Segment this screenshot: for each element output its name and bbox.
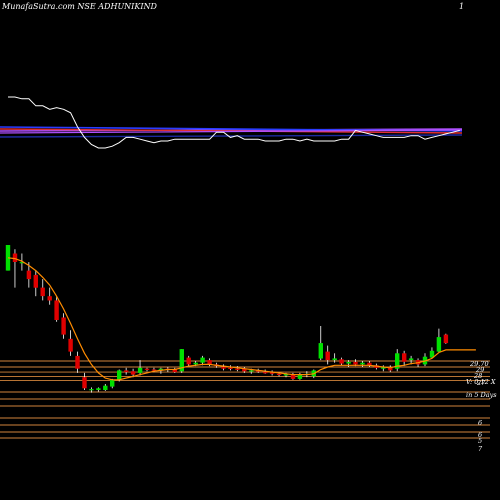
candle-body-15 xyxy=(110,379,115,387)
price-level-lines xyxy=(0,360,490,439)
price-axis-labels: 29.70 29 28 27 V: 0.12 X in 5 Days 6 6 5… xyxy=(466,360,497,453)
oscillator-panel xyxy=(0,96,463,149)
bottom-label-1: 6 xyxy=(478,419,482,427)
candle-body-62 xyxy=(436,337,442,352)
candle-body-33 xyxy=(235,368,240,370)
candle-body-46 xyxy=(325,351,330,361)
candle-body-1 xyxy=(12,253,18,262)
candle-body-54 xyxy=(381,367,386,369)
candle-body-4 xyxy=(33,274,38,288)
oscillator-band-1 xyxy=(0,128,463,132)
candle-body-25 xyxy=(179,349,184,372)
candle-body-48 xyxy=(339,359,344,364)
candle-body-52 xyxy=(367,362,372,366)
candle-body-24 xyxy=(172,369,177,373)
candle-body-35 xyxy=(249,370,254,372)
candle-body-57 xyxy=(402,353,407,362)
candle-body-61 xyxy=(429,350,435,358)
candle-body-63 xyxy=(443,334,449,344)
candle-body-0 xyxy=(5,245,11,271)
oscillator-line xyxy=(8,96,460,149)
candle-body-42 xyxy=(297,374,303,379)
candle-body-5 xyxy=(40,287,45,297)
candlestick-series xyxy=(5,245,449,393)
candle-body-34 xyxy=(242,368,247,372)
volume-text: V: 0.12 X xyxy=(466,378,496,386)
candle-body-56 xyxy=(395,353,400,369)
ema-line xyxy=(7,257,476,381)
candle-body-11 xyxy=(82,377,87,389)
candle-body-8 xyxy=(61,317,66,335)
candle-body-39 xyxy=(276,373,282,375)
oscillator-band-0 xyxy=(0,134,463,138)
candle-body-32 xyxy=(228,367,233,369)
candle-body-41 xyxy=(290,374,296,379)
days-text: in 5 Days xyxy=(466,391,497,399)
candle-body-7 xyxy=(54,300,59,320)
candle-body-38 xyxy=(269,372,275,374)
bottom-label-2: 6 xyxy=(478,431,482,439)
chart-title: MunafaSutra.com NSE ADHUNIKIND xyxy=(1,2,157,11)
candle-body-21 xyxy=(151,369,157,371)
candle-body-29 xyxy=(207,360,212,365)
price-label-2: 29 xyxy=(475,366,484,374)
price-label-1: 29.70 xyxy=(469,360,489,368)
candle-body-16 xyxy=(117,370,122,380)
candle-body-27 xyxy=(193,362,198,365)
candle-body-37 xyxy=(263,372,268,374)
candle-body-22 xyxy=(158,368,164,370)
candle-body-2 xyxy=(19,262,25,264)
oscillator-band-4 xyxy=(0,129,463,134)
candle-body-3 xyxy=(26,270,32,280)
candle-body-17 xyxy=(124,370,129,373)
candle-body-9 xyxy=(68,338,73,352)
candle-body-26 xyxy=(186,357,191,365)
candle-body-47 xyxy=(332,358,337,361)
candle-body-18 xyxy=(130,371,136,375)
candle-body-31 xyxy=(221,367,226,369)
candle-body-49 xyxy=(346,361,351,364)
candle-body-14 xyxy=(103,385,108,390)
price-label-3: 28 xyxy=(473,372,482,380)
candle-body-20 xyxy=(144,368,150,370)
candle-body-6 xyxy=(47,296,52,301)
candle-body-40 xyxy=(283,373,289,376)
candle-body-10 xyxy=(75,355,80,369)
bottom-label-4: 7 xyxy=(478,445,483,453)
candle-body-45 xyxy=(318,343,323,359)
candle-body-50 xyxy=(353,361,358,365)
candle-body-12 xyxy=(89,389,94,391)
candle-body-19 xyxy=(137,367,143,373)
candle-body-55 xyxy=(388,367,393,371)
candle-body-28 xyxy=(200,357,205,363)
price-label-4: 27 xyxy=(476,379,486,387)
candle-body-58 xyxy=(408,358,414,361)
candle-body-13 xyxy=(96,388,101,390)
bottom-label-3: 5 xyxy=(478,437,482,445)
page-number: 1 xyxy=(459,2,464,11)
ema-overlay xyxy=(7,257,476,381)
candle-body-51 xyxy=(360,362,365,365)
